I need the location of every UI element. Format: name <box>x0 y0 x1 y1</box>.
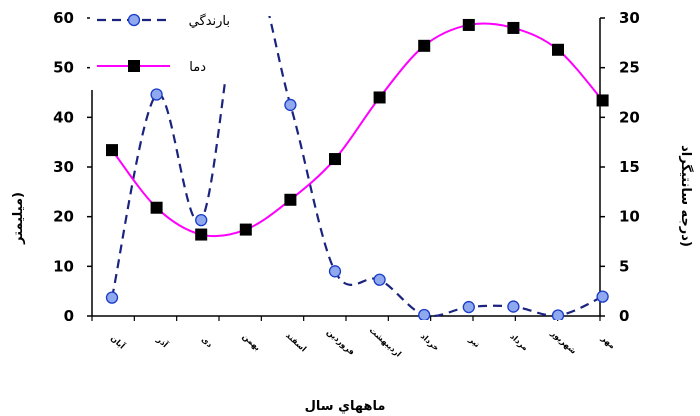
x-tick-label: شهریور <box>548 328 578 356</box>
right-tick-label: 10 <box>619 208 640 226</box>
temperature-point <box>239 223 252 236</box>
right-tick-label: 5 <box>619 257 629 275</box>
rainfall-line <box>110 16 604 318</box>
temperature-point <box>552 43 564 56</box>
right-tick-label: 25 <box>619 59 640 77</box>
legend: بارندگي دما <box>90 6 250 84</box>
x-tick-label: مرداد <box>508 332 530 353</box>
legend-temperature-marker <box>128 60 140 72</box>
temperature-point <box>150 201 163 214</box>
rainfall-point <box>328 265 342 278</box>
left-tick-label: 10 <box>53 257 74 275</box>
rainfall-point <box>373 273 386 286</box>
left-tick-label: 0 <box>64 307 74 325</box>
rainfall-point <box>462 300 475 314</box>
x-tick-label: دی <box>200 335 215 349</box>
temperature-point <box>195 228 208 241</box>
x-tick-label: تیر <box>467 334 482 349</box>
temperature-point <box>507 21 520 34</box>
x-axis-title: ماههاي سال <box>305 399 386 414</box>
rainfall-series <box>105 16 609 320</box>
left-tick-label: 40 <box>53 108 74 126</box>
temperature-point <box>373 91 386 104</box>
left-tick-label: 60 <box>53 9 74 27</box>
x-tick-label: اسفند <box>284 331 308 354</box>
rainfall-point <box>150 88 163 101</box>
temperature-point <box>284 193 297 206</box>
right-axis-title: درجه سانتيگراد) <box>678 145 694 247</box>
left-tick-label: 30 <box>53 158 74 176</box>
x-tick-label: بهمن <box>241 332 263 353</box>
x-tick-label: فروردین <box>325 327 356 357</box>
temperature-series <box>106 18 609 241</box>
rainfall-point <box>105 291 119 304</box>
temperature-point <box>106 144 118 157</box>
x-tick-label: آبان <box>109 333 127 351</box>
temperature-point <box>462 18 475 31</box>
rainfall-point <box>596 290 609 303</box>
left-tick-label: 50 <box>53 59 74 77</box>
rainfall-point <box>284 98 297 112</box>
x-tick-label: مهر <box>599 333 617 351</box>
left-axis-title: میلیمتر) <box>11 192 26 245</box>
right-tick-label: 15 <box>619 158 640 176</box>
x-tick-label: ارديبهشت <box>368 326 404 359</box>
legend-rainfall-marker <box>127 13 141 27</box>
right-tick-label: 20 <box>619 108 640 126</box>
rainfall-point <box>195 213 208 227</box>
temperature-point <box>596 94 609 107</box>
legend-rainfall-label: بارندگي <box>189 13 230 29</box>
right-tick-label: 0 <box>619 307 629 325</box>
right-tick-label: 30 <box>619 9 640 27</box>
rainfall-point <box>418 308 431 320</box>
left-tick-label: 20 <box>53 208 74 226</box>
temperature-point <box>329 153 341 166</box>
rainfall-point <box>551 309 565 320</box>
x-tick-label: خرداد <box>419 332 441 353</box>
temperature-point <box>418 39 431 52</box>
rainfall-point <box>507 300 520 313</box>
legend-temperature-label: دما <box>189 60 206 75</box>
x-tick-label: آذر <box>154 334 170 350</box>
